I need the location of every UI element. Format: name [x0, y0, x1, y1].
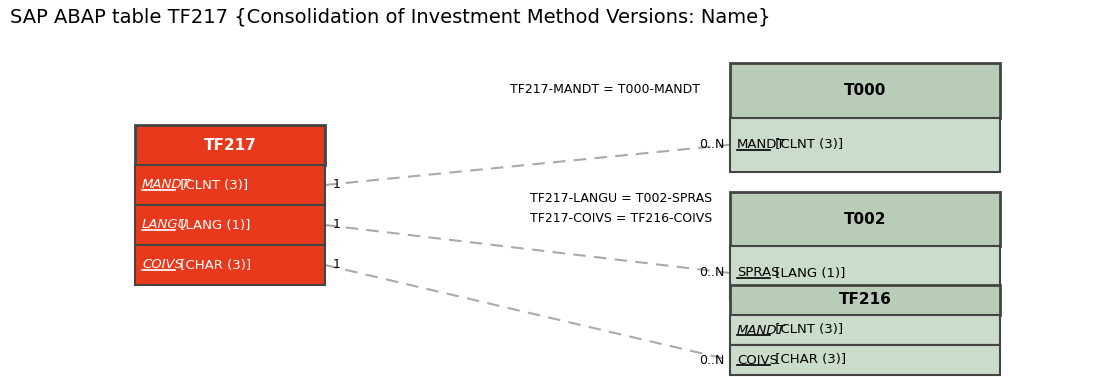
Text: SAP ABAP table TF217 {Consolidation of Investment Method Versions: Name}: SAP ABAP table TF217 {Consolidation of I… — [10, 8, 771, 27]
Text: COIVS: COIVS — [737, 354, 778, 366]
Bar — [135, 205, 325, 245]
Text: 0..N: 0..N — [699, 138, 724, 151]
Text: TF216: TF216 — [839, 293, 892, 308]
Bar — [730, 315, 1000, 345]
Text: MANDT: MANDT — [737, 323, 786, 337]
Text: [LANG (1)]: [LANG (1)] — [771, 267, 846, 279]
Text: TF217-LANGU = T002-SPRAS: TF217-LANGU = T002-SPRAS — [530, 192, 712, 205]
Bar — [730, 345, 1000, 375]
Text: 1: 1 — [333, 219, 341, 231]
Text: [CLNT (3)]: [CLNT (3)] — [771, 138, 843, 151]
Text: [LANG (1)]: [LANG (1)] — [176, 219, 250, 231]
Bar — [730, 285, 1000, 315]
Text: LANGU: LANGU — [142, 219, 188, 231]
Text: [CLNT (3)]: [CLNT (3)] — [771, 323, 843, 337]
Bar — [135, 125, 325, 165]
Text: 1: 1 — [333, 259, 341, 271]
Bar — [730, 63, 1000, 118]
Text: [CHAR (3)]: [CHAR (3)] — [771, 354, 847, 366]
Text: TF217: TF217 — [204, 138, 257, 153]
Text: 1: 1 — [333, 178, 341, 192]
Text: T002: T002 — [843, 211, 886, 227]
Text: COIVS: COIVS — [142, 259, 183, 271]
Text: [CLNT (3)]: [CLNT (3)] — [176, 178, 248, 192]
Text: [CHAR (3)]: [CHAR (3)] — [176, 259, 251, 271]
Bar — [135, 245, 325, 285]
Text: MANDT: MANDT — [142, 178, 190, 192]
Text: TF217-MANDT = T000-MANDT: TF217-MANDT = T000-MANDT — [510, 83, 700, 96]
Text: TF217-COIVS = TF216-COIVS: TF217-COIVS = TF216-COIVS — [530, 212, 712, 225]
Text: MANDT: MANDT — [737, 138, 785, 151]
Bar — [730, 192, 1000, 246]
Text: T000: T000 — [843, 83, 886, 98]
Bar — [135, 165, 325, 205]
Text: 0..N: 0..N — [699, 354, 724, 366]
Text: 0..N: 0..N — [699, 267, 724, 279]
Text: SPRAS: SPRAS — [737, 267, 780, 279]
Bar — [730, 246, 1000, 300]
Bar — [730, 118, 1000, 172]
